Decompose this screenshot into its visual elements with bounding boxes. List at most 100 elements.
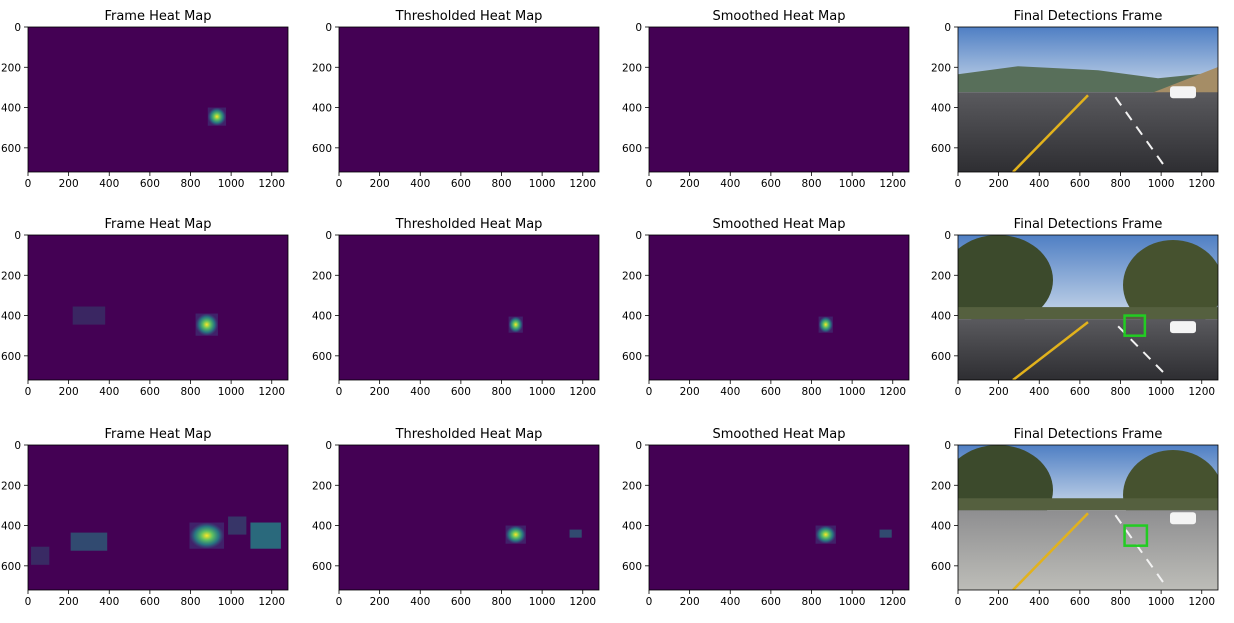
x-tick-label: 1000 (839, 178, 866, 190)
x-tick-label: 800 (1110, 178, 1130, 190)
scene-lane-line (1113, 512, 1164, 583)
y-tick-label: 200 (312, 270, 332, 282)
x-tick-label: 1200 (1188, 386, 1215, 398)
scene-tree (958, 235, 1053, 325)
x-tick-label: 200 (370, 178, 390, 190)
x-tick-label: 800 (491, 178, 511, 190)
subplot-title: Final Detections Frame (1014, 217, 1163, 232)
y-tick-label: 0 (325, 440, 332, 452)
axes-frame (648, 26, 910, 173)
x-tick-label: 1200 (569, 386, 596, 398)
plot-area (958, 27, 1218, 172)
heatmap-background (28, 235, 288, 380)
x-tick-label: 800 (180, 386, 200, 398)
x-tick-label: 200 (59, 386, 79, 398)
subplot: Thresholded Heat Map 0 200 400 600 800 1000 120… (312, 217, 600, 398)
x-tick-label: 0 (955, 596, 962, 608)
y-tick-label: 200 (312, 480, 332, 492)
x-tick-label: 1000 (839, 596, 866, 608)
x-tick-label: 1200 (1188, 596, 1215, 608)
y-tick-label: 200 (622, 480, 642, 492)
x-tick-label: 1200 (569, 178, 596, 190)
x-tick-label: 1200 (258, 178, 285, 190)
heatmap-background (28, 27, 288, 172)
x-tick-label: 1000 (529, 386, 556, 398)
x-tick-label: 600 (451, 596, 471, 608)
heatmap-blob (228, 516, 247, 535)
axes-frame (338, 444, 600, 591)
heatmap-background (28, 445, 288, 590)
plot-area (28, 445, 288, 590)
scene-vegetation (958, 307, 1218, 320)
subplot-title: Smoothed Heat Map (713, 217, 846, 232)
y-tick-label: 600 (312, 143, 332, 155)
x-tick-label: 200 (989, 178, 1009, 190)
plot-area (958, 235, 1218, 380)
subplot: Smoothed Heat Map 0 200 400 600 800 1000 1200 0 2… (622, 9, 910, 190)
heatmap-blob (815, 525, 836, 544)
x-tick-label: 200 (370, 386, 390, 398)
x-tick-label: 400 (99, 178, 119, 190)
x-tick-label: 1200 (879, 386, 906, 398)
heatmap-blob (207, 107, 227, 126)
scene-hills (958, 66, 1218, 93)
y-tick-label: 600 (622, 351, 642, 363)
x-tick-label: 400 (720, 596, 740, 608)
x-tick-label: 600 (1070, 178, 1090, 190)
heatmap-background (339, 445, 599, 590)
heatmap-blob (250, 522, 281, 549)
x-tick-label: 800 (180, 178, 200, 190)
x-tick-label: 600 (1070, 386, 1090, 398)
axes-frame (957, 444, 1219, 591)
y-tick-label: 600 (931, 351, 951, 363)
x-tick-label: 800 (491, 596, 511, 608)
y-tick-label: 400 (622, 103, 642, 115)
heatmap-blob (508, 316, 523, 333)
x-tick-label: 400 (720, 386, 740, 398)
subplot-title: Frame Heat Map (104, 9, 211, 24)
y-tick-label: 400 (622, 311, 642, 323)
y-tick-label: 600 (312, 351, 332, 363)
scene-car (1170, 512, 1196, 525)
scene-lane-line (1113, 94, 1164, 165)
x-tick-label: 800 (1110, 386, 1130, 398)
x-tick-label: 0 (336, 386, 343, 398)
x-tick-label: 600 (140, 178, 160, 190)
y-tick-label: 400 (1, 103, 21, 115)
x-tick-label: 800 (801, 386, 821, 398)
x-tick-label: 0 (25, 596, 32, 608)
x-tick-label: 200 (370, 596, 390, 608)
x-tick-label: 1000 (218, 386, 245, 398)
scene-lane-line (1012, 512, 1089, 590)
axes-frame (648, 234, 910, 381)
x-tick-label: 600 (1070, 596, 1090, 608)
y-tick-label: 600 (931, 561, 951, 573)
subplot: Thresholded Heat Map 0 200 400 600 800 1000 120… (312, 427, 600, 608)
y-tick-label: 0 (14, 440, 21, 452)
axes-frame (27, 26, 289, 173)
plot-area (649, 445, 909, 590)
y-tick-label: 400 (622, 521, 642, 533)
x-tick-label: 200 (59, 178, 79, 190)
x-tick-label: 1200 (1188, 178, 1215, 190)
subplot: Smoothed Heat Map 0 200 400 600 800 1000 1200 0 2… (622, 217, 910, 398)
x-tick-label: 1200 (879, 596, 906, 608)
x-tick-label: 600 (761, 178, 781, 190)
x-tick-label: 400 (410, 596, 430, 608)
y-tick-label: 600 (622, 143, 642, 155)
heatmap-blob (189, 522, 225, 549)
x-tick-label: 400 (410, 178, 430, 190)
subplot: Final Detections Frame 0 200 400 600 800 1000 1… (931, 9, 1219, 190)
y-tick-label: 200 (931, 480, 951, 492)
subplot-title: Frame Heat Map (104, 217, 211, 232)
axes-frame (338, 234, 600, 381)
x-tick-label: 200 (989, 386, 1009, 398)
y-tick-label: 0 (14, 22, 21, 34)
plot-area (649, 235, 909, 380)
scene-car (1170, 321, 1196, 334)
y-tick-label: 0 (635, 230, 642, 242)
heatmap-blob (31, 546, 50, 565)
x-tick-label: 600 (140, 596, 160, 608)
x-tick-label: 0 (646, 178, 653, 190)
